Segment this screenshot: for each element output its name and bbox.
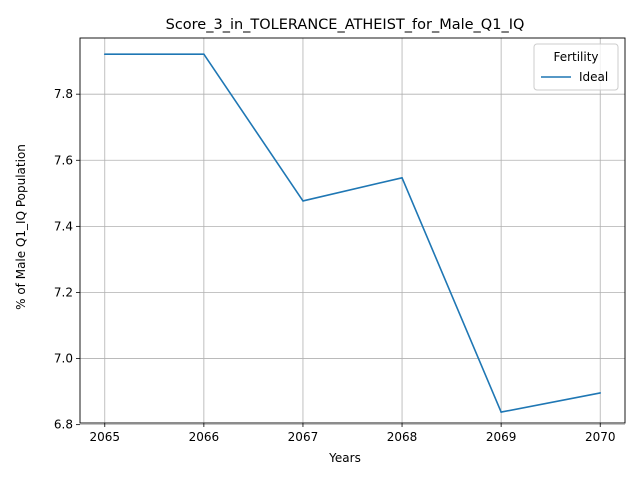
x-axis-ticks: 2065 2066 2067 2068 2069 2070 — [89, 423, 616, 444]
grid-lines — [80, 38, 625, 426]
x-tick-label: 2068 — [387, 430, 418, 444]
data-point — [500, 411, 502, 413]
legend-label-ideal: Ideal — [579, 70, 608, 84]
legend-title: Fertility — [553, 50, 598, 64]
series-line-ideal — [104, 53, 601, 413]
data-point — [103, 53, 106, 55]
x-tick-label: 2066 — [189, 430, 220, 444]
y-axis-ticks: 6.8 7.0 7.2 7.4 7.6 7.8 — [54, 87, 80, 432]
y-tick-label: 6.8 — [54, 418, 73, 432]
x-tick-label: 2067 — [288, 430, 319, 444]
y-tick-label: 7.4 — [54, 219, 73, 233]
y-tick-label: 7.8 — [54, 87, 73, 101]
y-tick-label: 7.6 — [54, 153, 73, 167]
x-tick-label: 2070 — [585, 430, 616, 444]
data-point — [401, 176, 403, 179]
legend: Fertility Ideal — [533, 43, 619, 91]
plot-frame — [79, 37, 626, 424]
y-axis-label: % of Male Q1_IQ Population — [14, 144, 28, 310]
y-tick-label: 7.0 — [54, 352, 73, 366]
y-tick-label: 7.2 — [54, 285, 73, 299]
data-point — [203, 53, 205, 55]
legend-box — [533, 43, 619, 91]
x-tick-label: 2069 — [486, 430, 517, 444]
data-point — [302, 200, 304, 202]
chart-title: Score_3_in_TOLERANCE_ATHEIST_for_Male_Q1… — [166, 17, 525, 33]
x-tick-label: 2065 — [89, 430, 120, 444]
series-layer — [103, 53, 602, 413]
x-axis-label: Years — [328, 451, 361, 465]
data-point — [599, 392, 602, 394]
